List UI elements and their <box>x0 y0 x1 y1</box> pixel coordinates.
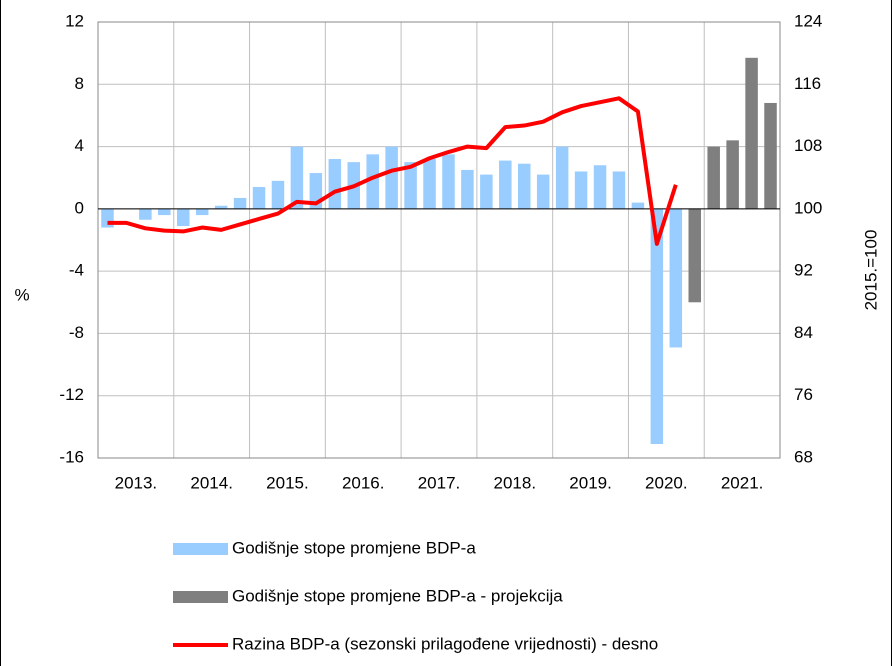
bar <box>404 162 417 209</box>
x-tick-label: 2020. <box>645 473 688 492</box>
y2-tick-label: 84 <box>794 323 813 342</box>
bar <box>669 208 683 348</box>
y2-tick-label: 100 <box>794 198 822 217</box>
bar <box>745 57 758 209</box>
bar <box>442 154 455 209</box>
legend-label: Razina BDP-a (sezonski prilagođene vrije… <box>232 634 658 653</box>
bar <box>688 208 702 303</box>
bar <box>764 102 777 209</box>
bar <box>631 202 645 209</box>
x-tick-label: 2021. <box>721 473 764 492</box>
y-tick-label: 8 <box>75 74 84 93</box>
x-tick-label: 2016. <box>342 473 385 492</box>
x-tick-label: 2013. <box>115 473 158 492</box>
y2-tick-label: 92 <box>794 261 813 280</box>
bar <box>271 180 285 209</box>
bar <box>499 160 512 209</box>
bar <box>536 174 550 209</box>
x-tick-label: 2018. <box>494 473 537 492</box>
x-tick-label: 2017. <box>418 473 461 492</box>
y2-tick-label: 108 <box>794 136 822 155</box>
y2-tick-label: 68 <box>794 447 813 466</box>
bar <box>252 187 266 209</box>
bar <box>214 205 228 209</box>
line <box>107 96 678 246</box>
bar <box>328 159 342 209</box>
y-axis-label: % <box>14 285 29 304</box>
y-tick-label: 0 <box>75 198 84 217</box>
bar <box>517 163 531 209</box>
legend-label: Godišnje stope promjene BDP-a - projekci… <box>232 586 563 605</box>
bar <box>650 208 664 444</box>
x-tick-label: 2014. <box>190 473 233 492</box>
x-tick-label: 2019. <box>569 473 612 492</box>
y-tick-label: -8 <box>69 323 84 342</box>
bar <box>158 208 171 216</box>
legend-swatch <box>173 591 228 603</box>
bar <box>574 171 588 209</box>
y-tick-label: -4 <box>69 261 84 280</box>
bar <box>139 208 152 220</box>
x-tick-label: 2015. <box>266 473 309 492</box>
bar <box>176 208 190 226</box>
bar <box>593 165 607 209</box>
bar <box>726 140 739 209</box>
bar <box>195 208 209 216</box>
bar <box>461 169 474 209</box>
y2-tick-label: 124 <box>794 11 822 30</box>
bar <box>555 146 569 209</box>
y-tick-label: 12 <box>65 11 84 30</box>
legend-swatch <box>173 543 228 555</box>
bar <box>290 146 304 209</box>
bar <box>707 146 720 209</box>
bar <box>480 174 493 209</box>
y-tick-label: -16 <box>59 447 84 466</box>
plot-border <box>97 21 781 459</box>
legend-label: Godišnje stope promjene BDP-a <box>232 538 476 557</box>
bar <box>366 154 379 209</box>
y2-axis-label: 2015.=100 <box>861 230 880 311</box>
y2-tick-label: 116 <box>794 74 821 93</box>
bar <box>385 146 398 209</box>
y-tick-label: 4 <box>75 136 84 155</box>
y2-tick-label: 76 <box>794 385 813 404</box>
bar <box>423 159 436 209</box>
y-tick-label: -12 <box>59 385 84 404</box>
bar <box>233 197 247 209</box>
bar <box>612 171 626 209</box>
